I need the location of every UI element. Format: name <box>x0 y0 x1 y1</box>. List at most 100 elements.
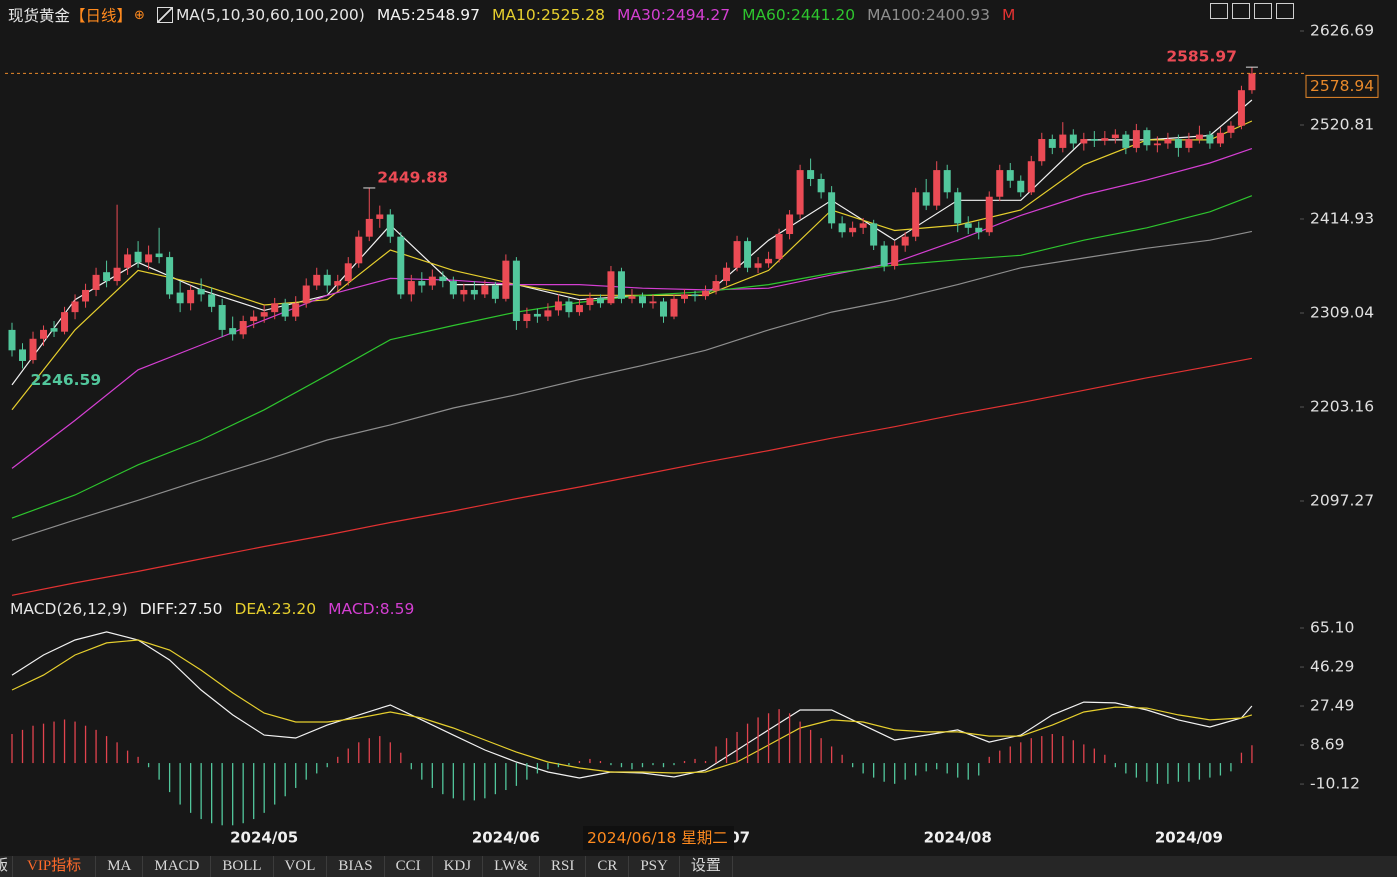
x-tick-label: 2024/08 <box>924 829 992 847</box>
candle-body <box>849 227 857 233</box>
candle-body <box>691 294 699 297</box>
indicator-tab[interactable]: CCI <box>385 856 433 877</box>
candle-body <box>418 281 426 286</box>
candle-body <box>449 281 457 295</box>
candle-body <box>187 289 195 304</box>
candle-body <box>1143 130 1151 146</box>
candle-body <box>1185 139 1193 148</box>
candle-body <box>659 301 667 317</box>
candle-body <box>250 316 258 322</box>
price-legend: 现货黄金 【日线】 ⊕ MA(5,10,30,60,100,200) MA5:2… <box>8 4 1015 26</box>
candle-body <box>1122 134 1130 148</box>
candle-body <box>943 170 951 193</box>
extreme-label: 2449.88 <box>377 168 448 186</box>
indicator-tab[interactable]: VIP指标 <box>13 856 97 877</box>
candle-body <box>176 292 184 304</box>
tool-icon[interactable] <box>1276 3 1294 19</box>
indicator-tab[interactable]: 设置 <box>680 856 733 877</box>
candle-body <box>92 274 100 290</box>
line-series <box>11 120 1253 411</box>
add-icon[interactable]: ⊕ <box>134 7 145 23</box>
y-tick-label: 2203.16 <box>1310 397 1374 415</box>
indicator-tab[interactable]: 版 <box>0 856 14 877</box>
line-series <box>11 631 1253 779</box>
candle-body <box>544 310 552 317</box>
candle-body <box>8 329 16 351</box>
indicator-tab[interactable]: PSY <box>629 856 680 877</box>
period[interactable]: 【日线】 <box>70 7 133 25</box>
candle-body <box>1206 134 1214 144</box>
candle-body <box>365 218 373 237</box>
candle-body <box>596 297 604 304</box>
candle-body <box>859 223 867 228</box>
candle-body <box>19 349 27 361</box>
candle-body <box>912 192 920 237</box>
candle-body <box>1101 138 1109 141</box>
candle-body <box>82 289 90 302</box>
candle-body <box>954 192 962 224</box>
candle-body <box>933 170 941 206</box>
legend-entry: MA100:2400.93 <box>867 6 990 24</box>
candle-body <box>1048 139 1056 148</box>
candle-body <box>323 274 331 286</box>
candle-body <box>838 223 846 233</box>
candle-body <box>1132 130 1140 148</box>
candle-body <box>292 303 300 317</box>
candle-body <box>197 289 205 295</box>
candle-body <box>985 196 993 233</box>
legend-entry: MA30:2494.27 <box>617 6 731 24</box>
candle-body <box>40 329 48 339</box>
candle-body <box>649 301 657 304</box>
candle-body <box>733 241 741 268</box>
indicator-tab[interactable]: RSI <box>540 856 587 877</box>
y-tick-label: 2309.04 <box>1310 303 1374 321</box>
tool-icon[interactable] <box>1254 3 1272 19</box>
y-tick-label: 2520.81 <box>1310 115 1374 133</box>
candle-body <box>376 214 384 219</box>
line-series <box>11 195 1253 519</box>
y-tick-label: 2626.69 <box>1310 21 1374 39</box>
candle-body <box>1059 134 1067 148</box>
candle-body <box>681 294 689 299</box>
indicator-tab[interactable]: CR <box>586 856 630 877</box>
chart-title: 现货黄金 <box>8 7 71 25</box>
candle-body <box>386 214 394 237</box>
x-tick-label: 2024/05 <box>230 829 298 847</box>
candle-body <box>523 313 531 322</box>
tool-icon[interactable] <box>1210 3 1228 19</box>
y-tick-label: 2097.27 <box>1310 491 1374 509</box>
x-tick-label: 2024/06 <box>472 829 540 847</box>
extreme-label: 2246.59 <box>31 371 102 389</box>
candle-body <box>1080 139 1088 144</box>
legend-entry: DEA:23.20 <box>234 600 317 618</box>
tool-icon[interactable] <box>1232 3 1250 19</box>
indicator-icon[interactable] <box>156 7 173 23</box>
indicator-tab[interactable]: KDJ <box>433 856 484 877</box>
indicator-tab[interactable]: MA <box>96 856 144 877</box>
indicator-tab[interactable]: BIAS <box>327 856 385 877</box>
candle-body <box>491 285 499 299</box>
legend-entry: MACD:8.59 <box>328 600 415 618</box>
toolbar-icons <box>1210 3 1294 19</box>
candle-body <box>702 290 710 297</box>
indicator-tab[interactable]: BOLL <box>211 856 274 877</box>
y-tick-label: -10.12 <box>1310 775 1360 793</box>
candle-body <box>796 170 804 215</box>
candle-body <box>617 271 625 299</box>
chart: 2626.69 2520.81 2414.93 2309.04 2203.16 2097.… <box>5 21 1379 847</box>
candle-body <box>1237 90 1245 126</box>
candle-body <box>754 263 762 268</box>
candle-body <box>807 170 815 179</box>
candle-body <box>901 236 909 246</box>
candle-body <box>554 301 562 311</box>
candle-body <box>880 245 888 266</box>
indicator-tab[interactable]: LW& <box>483 856 540 877</box>
candle-body <box>723 267 731 282</box>
candle-body <box>786 214 794 235</box>
candle-body <box>870 223 878 246</box>
candle-body <box>1090 139 1098 141</box>
indicator-tab[interactable]: MACD <box>143 856 212 877</box>
candle-body <box>996 170 1004 197</box>
indicator-tab[interactable]: VOL <box>274 856 328 877</box>
